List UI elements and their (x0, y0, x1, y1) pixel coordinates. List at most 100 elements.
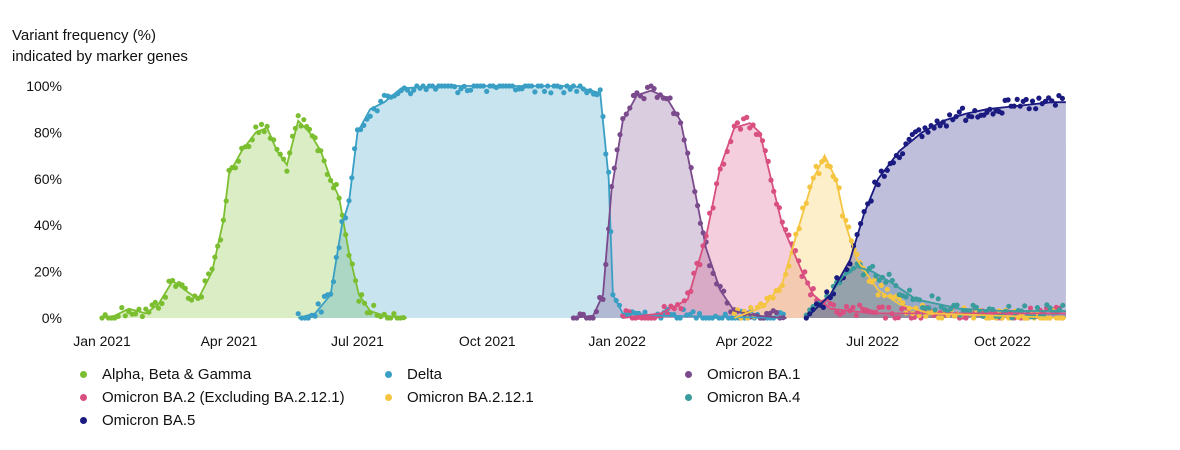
series-point-3 (678, 306, 684, 312)
series-point-2 (774, 309, 780, 316)
series-point-3 (886, 304, 892, 311)
series-point-6 (937, 123, 943, 129)
series-point-6 (1023, 96, 1029, 103)
series-point-1 (561, 90, 567, 96)
legend-item: Alpha, Beta & Gamma (80, 366, 251, 383)
series-point-0 (371, 302, 377, 308)
series-point-3 (810, 286, 816, 292)
series-point-4 (884, 286, 890, 293)
series-point-4 (748, 305, 754, 311)
series-point-1 (532, 89, 538, 95)
series-area-3 (622, 123, 1066, 318)
legend-label: Omicron BA.2.12.1 (407, 389, 534, 406)
series-point-0 (246, 143, 252, 150)
legend-item: Delta (385, 366, 442, 383)
series-point-3 (830, 302, 837, 308)
series-line-4 (733, 153, 1066, 319)
series-point-1 (455, 90, 461, 96)
series-point-5 (1047, 305, 1053, 311)
legend-swatch (80, 417, 87, 424)
y-tick-label: 60% (34, 171, 62, 187)
series-area-1 (298, 86, 787, 318)
series-point-3 (1027, 305, 1034, 311)
series-point-0 (122, 313, 128, 319)
legend-item: Omicron BA.2 (Excluding BA.2.12.1) (80, 389, 345, 406)
series-point-5 (870, 263, 876, 269)
y-tick-label: 80% (34, 124, 62, 140)
series-point-1 (423, 86, 429, 93)
series-point-1 (484, 88, 490, 94)
series-point-3 (850, 304, 856, 310)
legend-swatch (385, 394, 392, 401)
series-point-6 (963, 117, 969, 123)
series-line-6 (805, 101, 1066, 319)
series-point-1 (374, 108, 380, 114)
x-tick-label: Apr 2022 (716, 333, 773, 349)
series-point-6 (1014, 96, 1020, 102)
series-point-1 (541, 88, 548, 94)
series-point-3 (963, 315, 969, 321)
legend-swatch (685, 394, 692, 401)
series-point-3 (882, 315, 889, 321)
series-line-3 (622, 122, 1066, 319)
y-tick-label: 100% (26, 78, 62, 94)
series-point-6 (947, 112, 953, 118)
series-point-5 (929, 293, 935, 299)
series-point-5 (886, 271, 892, 277)
series-point-6 (943, 123, 950, 129)
series-area-0 (102, 120, 407, 318)
legend-swatch (385, 371, 392, 378)
series-point-5 (954, 302, 960, 308)
series-point-3 (744, 114, 750, 120)
series-point-6 (906, 136, 912, 142)
series-point-1 (295, 311, 301, 317)
legend-label: Omicron BA.1 (707, 366, 801, 383)
series-point-5 (903, 294, 909, 300)
series-area-4 (734, 155, 1066, 318)
series-point-3 (895, 315, 902, 321)
series-point-6 (1005, 97, 1011, 103)
series-point-0 (356, 298, 362, 304)
x-axis-ticks: Jan 2021 Apr 2021 Jul 2021 Oct 2021 Jan 2022… (73, 333, 1031, 349)
series-point-1 (312, 313, 318, 319)
series-point-4 (896, 296, 903, 302)
variant-frequency-chart: Variant frequency (%) indicated by marke… (12, 27, 1066, 349)
series-point-0 (284, 168, 290, 174)
series-area-6 (806, 102, 1066, 318)
series-point-0 (139, 313, 145, 320)
legend-label: Alpha, Beta & Gamma (102, 366, 252, 383)
y-axis-label-line-2: indicated by marker genes (12, 48, 188, 65)
series-point-4 (813, 163, 819, 169)
series-point-6 (999, 110, 1005, 116)
series-point-1 (367, 113, 373, 119)
series-point-0 (295, 113, 301, 119)
legend-swatch (80, 371, 87, 378)
series-point-1 (722, 311, 728, 317)
series-point-3 (853, 312, 859, 318)
series-point-0 (119, 305, 125, 311)
series-point-6 (959, 105, 966, 111)
series-point-5 (1006, 303, 1012, 309)
series-point-4 (875, 292, 881, 298)
series-point-0 (152, 299, 158, 305)
series-point-6 (969, 114, 975, 120)
series-point-6 (919, 133, 925, 140)
series-point-6 (1036, 95, 1042, 101)
series-point-6 (896, 154, 903, 161)
series-line-1 (297, 85, 787, 319)
series-point-6 (1033, 106, 1039, 112)
series-point-0 (133, 311, 139, 317)
series-point-0 (102, 312, 108, 318)
series-point-4 (878, 282, 884, 288)
series-point-0 (391, 311, 397, 317)
series-point-6 (881, 173, 887, 179)
series-point-3 (737, 126, 744, 132)
x-tick-label: Oct 2022 (974, 333, 1031, 349)
x-tick-label: Jul 2022 (846, 333, 899, 349)
series-point-5 (932, 307, 938, 313)
series-point-4 (923, 313, 929, 319)
series-point-1 (548, 90, 554, 96)
series-point-2 (641, 96, 647, 102)
series-area-2 (573, 90, 787, 318)
legend-swatch (685, 371, 692, 378)
